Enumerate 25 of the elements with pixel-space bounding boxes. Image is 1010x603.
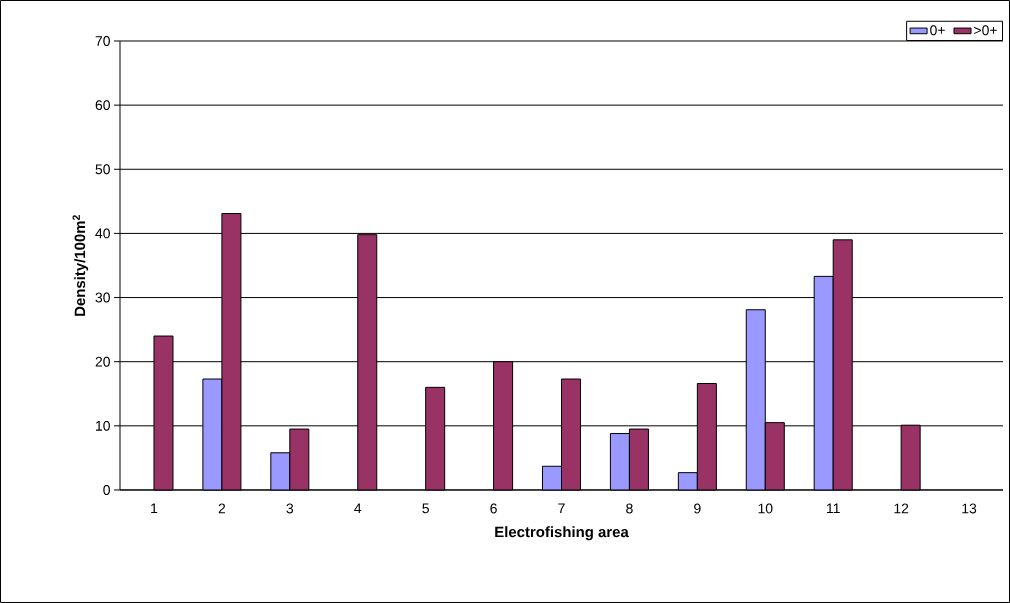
x-tick-label: 2: [218, 503, 226, 514]
x-tick-label: 4: [354, 503, 362, 514]
x-axis-title: Electrofishing area: [495, 526, 629, 541]
y-tick-label: 0: [103, 485, 110, 495]
y-tick-label: 60: [95, 100, 110, 111]
legend-label: 0+: [930, 25, 945, 36]
x-tick-label: 1: [151, 503, 158, 514]
y-tick-label: 50: [95, 164, 110, 175]
x-tick-label: 10: [758, 503, 773, 514]
y-tick-label: 40: [95, 228, 110, 239]
x-tick-label: 6: [490, 503, 497, 514]
x-tick-label: 9: [694, 503, 701, 514]
x-tick-label: 8: [626, 503, 633, 514]
x-tick-label: 11: [827, 503, 840, 514]
x-tick-label: 5: [422, 503, 429, 514]
x-tick-label: 3: [286, 503, 294, 514]
x-tick-label: 13: [962, 503, 977, 514]
y-tick-label: 20: [95, 356, 110, 367]
y-tick-label: 30: [95, 292, 110, 303]
x-tick-label: 12: [894, 503, 909, 514]
y-tick-label: 70: [95, 36, 110, 46]
legend-label: >0+: [974, 25, 997, 36]
y-tick-label: 10: [96, 420, 110, 431]
y-axis-title: Density/100m$^{2}$: [72, 215, 89, 316]
x-tick-label: 7: [558, 503, 565, 514]
